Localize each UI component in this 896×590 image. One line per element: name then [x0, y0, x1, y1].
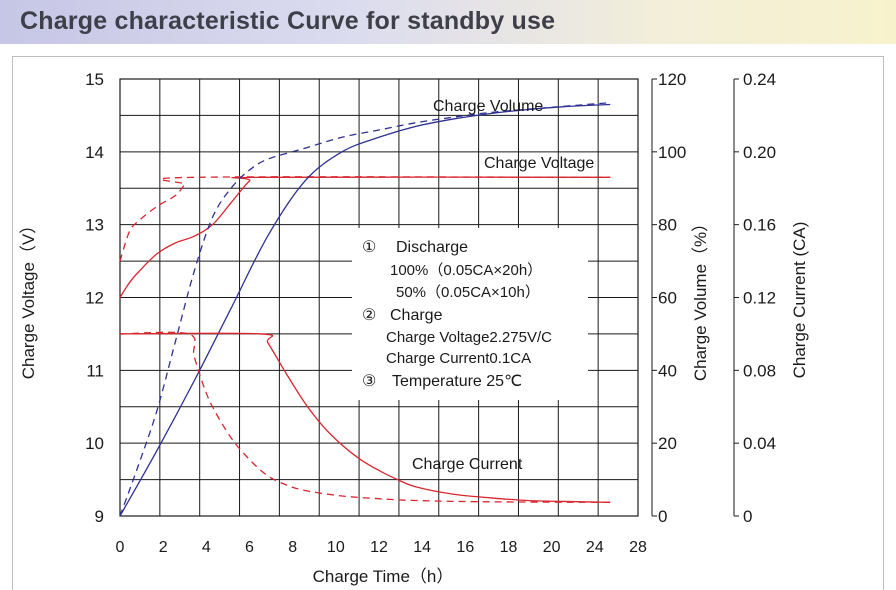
y-tick-label-voltage: 11 [86, 361, 104, 380]
y-tick-label-current: 0.16 [743, 216, 776, 235]
x-tick-label: 12 [370, 539, 388, 556]
condition-temperature: Temperature 25℃ [392, 373, 522, 390]
y-tick-label-voltage: 12 [85, 289, 104, 308]
y-tick-label-volume: 100 [658, 143, 686, 162]
condition-discharge: Discharge [396, 239, 468, 256]
y-tick-label-voltage: 9 [95, 507, 104, 526]
y-tick-label-current: 0 [743, 507, 752, 526]
annotation-charge-current: Charge Current [412, 456, 523, 473]
conditions-box-bg [352, 228, 588, 400]
x-tick-label: 16 [456, 539, 474, 556]
y-axis-title-volume: Charge Volume（%） [691, 215, 710, 381]
x-tick-label: 4 [202, 539, 211, 556]
condition-mark-1: ① [362, 239, 376, 256]
annotation-charge-voltage: Charge Voltage [484, 155, 594, 172]
y-tick-label-voltage: 14 [85, 143, 104, 162]
condition-charge-voltage: Charge Voltage2.275V/C [386, 329, 552, 346]
x-tick-label: 10 [327, 539, 345, 556]
x-tick-label: 20 [543, 539, 561, 556]
x-tick-label: 14 [413, 539, 431, 556]
x-tick-label: 0 [116, 539, 125, 556]
y-tick-label-voltage: 10 [85, 434, 104, 453]
y-tick-label-volume: 80 [658, 216, 677, 235]
condition-charge-current: Charge Current0.1CA [386, 350, 531, 367]
y-tick-label-volume: 0 [658, 507, 667, 526]
x-tick-label: 28 [629, 539, 647, 556]
page-title: Charge characteristic Curve for standby … [20, 7, 556, 35]
y-tick-label-voltage: 15 [85, 70, 104, 89]
series-current-half-discharge [119, 331, 611, 503]
title-banner: Charge characteristic Curve for standby … [0, 0, 896, 44]
conditions-box: ① Discharge 100%（0.05CA×20h） 50%（0.05CA×… [352, 228, 588, 400]
series-volume-half-discharge [119, 102, 611, 517]
y-tick-label-voltage: 13 [85, 216, 104, 235]
chart-frame [12, 56, 884, 590]
series-current-full-discharge [119, 332, 611, 503]
x-axis-title: Charge Time（h） [313, 567, 454, 586]
axes: 0 2 4 6 8 10 12 14 16 18 20 24 289101112131415020406… [85, 70, 776, 556]
y-tick-label-volume: 120 [658, 70, 686, 89]
condition-discharge-100: 100%（0.05CA×20h） [390, 262, 542, 279]
x-tick-label: 8 [288, 539, 297, 556]
x-tick-label: 18 [500, 539, 518, 556]
y-axis-title-current: Charge Current (CA) [790, 222, 809, 379]
y-axis-title-voltage: Charge Voltage（V） [19, 217, 38, 380]
x-tick-label: 2 [159, 539, 168, 556]
x-tick-label: 6 [245, 539, 254, 556]
y-tick-label-current: 0.12 [743, 289, 776, 308]
y-tick-label-current: 0.24 [743, 70, 776, 89]
condition-mark-2: ② [362, 307, 376, 324]
y-tick-label-volume: 40 [658, 361, 677, 380]
y-tick-label-current: 0.04 [743, 434, 776, 453]
y-tick-label-current: 0.08 [743, 361, 776, 380]
condition-discharge-50: 50%（0.05CA×10h） [396, 284, 540, 301]
x-tick-label: 24 [586, 539, 604, 556]
condition-mark-3: ③ [362, 373, 376, 390]
y-tick-label-volume: 60 [658, 289, 677, 308]
series-voltage-half-discharge [119, 176, 611, 262]
y-tick-label-current: 0.20 [743, 143, 776, 162]
condition-charge: Charge [390, 307, 443, 324]
series-lines [119, 102, 611, 517]
y-tick-label-volume: 20 [658, 434, 677, 453]
annotation-charge-volume: Charge Volume [433, 98, 543, 115]
